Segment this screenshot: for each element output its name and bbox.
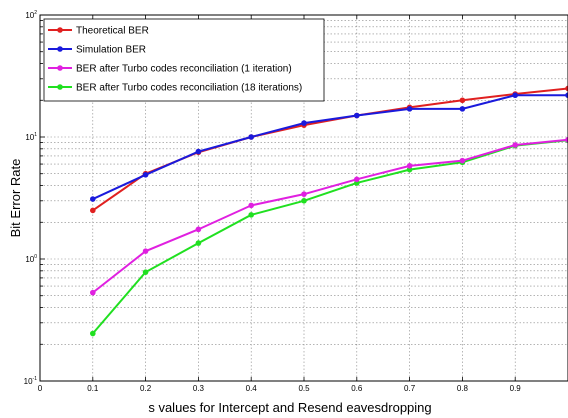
data-point [301, 120, 307, 126]
data-point [565, 92, 568, 99]
data-point [354, 176, 360, 183]
data-point [195, 148, 202, 155]
axis-ticks: 0 0.1 0.2 0.3 0.4 0.5 0.6 0.7 0.8 0.9 10-1 100 101 10… [24, 10, 522, 393]
x-tick-label: 0.1 [87, 384, 99, 393]
data-point [354, 112, 360, 119]
data-point [142, 171, 149, 178]
data-point [195, 226, 202, 233]
y-axis-label: Bit Error Rate [8, 159, 23, 238]
data-point [90, 207, 96, 214]
x-tick-label: 0 [38, 384, 43, 393]
x-tick-label: 0.4 [246, 384, 258, 393]
legend-entry: BER after Turbo codes reconciliation (1 … [76, 64, 292, 75]
y-tick-label: 101 [25, 132, 37, 142]
legend-marker [57, 27, 63, 33]
x-tick-label: 0.7 [404, 384, 416, 393]
legend: Theoretical BER Simulation BER BER after T… [43, 18, 325, 102]
data-point [248, 212, 254, 218]
data-point [248, 202, 254, 209]
data-point [90, 196, 96, 202]
x-tick-label: 0.2 [140, 384, 152, 393]
data-point [142, 269, 149, 275]
data-point [90, 289, 96, 296]
data-point [301, 197, 307, 204]
legend-entry: Theoretical BER [76, 26, 149, 37]
legend-marker [57, 46, 63, 52]
data-point [459, 97, 466, 104]
x-tick-label: 0.5 [298, 384, 310, 393]
data-point [459, 106, 466, 112]
data-point [406, 163, 413, 169]
legend-box [43, 18, 325, 102]
data-point [459, 157, 466, 164]
legend-marker [57, 65, 63, 71]
data-point [406, 106, 413, 112]
series-line [92, 94, 568, 200]
data-point [512, 142, 518, 148]
x-tick-label: 0.3 [193, 384, 205, 393]
y-tick-label: 100 [25, 254, 37, 264]
legend-entry: Simulation BER [76, 45, 146, 56]
data-point [565, 85, 568, 92]
y-tick-label: 102 [25, 10, 37, 20]
data-point [248, 134, 254, 140]
series-line [92, 138, 568, 294]
data-point [512, 92, 518, 99]
legend-marker [57, 84, 63, 90]
data-point [301, 191, 307, 197]
x-axis-label: s values for Intercept and Resend eavesd… [148, 400, 431, 415]
x-tick-label: 0.6 [351, 384, 363, 393]
data-point [195, 240, 202, 246]
series-line [92, 139, 568, 335]
data-point [90, 330, 96, 337]
series-lines [90, 85, 568, 337]
x-tick-label: 0.9 [510, 384, 522, 393]
legend-entry: BER after Turbo codes reconciliation (18… [76, 83, 302, 94]
data-point [565, 136, 568, 143]
y-tick-label: 10-1 [24, 376, 38, 386]
x-tick-label: 0.8 [457, 384, 469, 393]
data-point [142, 248, 149, 254]
